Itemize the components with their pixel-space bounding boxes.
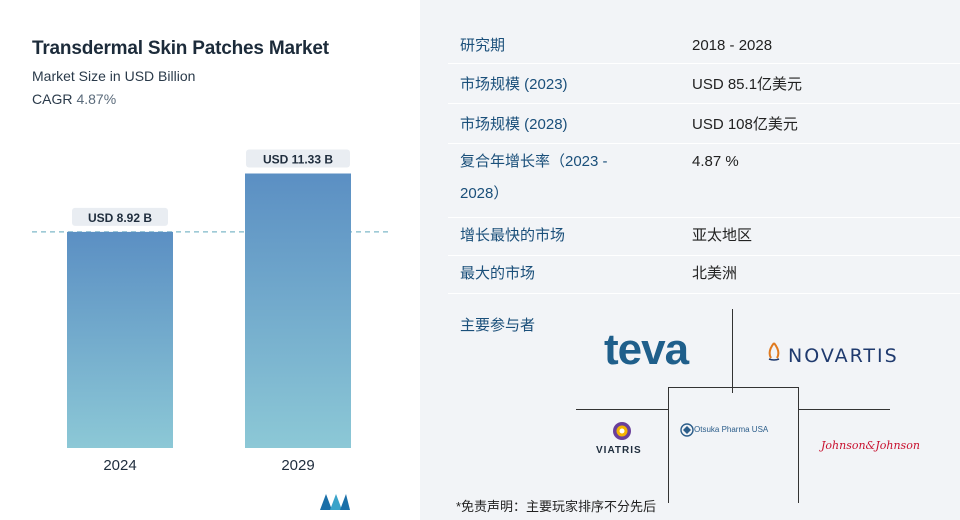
johnson-johnson-logo: Johnson&Johnson: [821, 439, 920, 452]
viatris-mark-icon: [613, 422, 631, 440]
cagr-value: 4.87%: [76, 91, 117, 107]
info-value: USD 108亿美元: [692, 116, 798, 133]
cagr-line: CAGR 4.87%: [32, 91, 116, 107]
info-key: 市场规模 (2023): [460, 76, 568, 93]
grid-divider: [668, 387, 798, 388]
info-row-market-size-2023: 市场规模 (2023) USD 85.1亿美元: [448, 66, 960, 104]
info-value: USD 85.1亿美元: [692, 76, 803, 93]
info-row-cagr: 复合年增长率（2023 - 2028） 4.87 %: [448, 146, 960, 218]
info-row-market-size-2028: 市场规模 (2028) USD 108亿美元: [448, 106, 960, 144]
disclaimer: *免责声明：主要玩家排序不分先后: [456, 499, 657, 514]
info-key: 市场规模 (2028): [460, 116, 568, 133]
data-label: USD 8.92 B: [88, 211, 152, 225]
x-tick-label: 2024: [103, 457, 136, 474]
bar-chart: USD 8.92 B 2024 USD 11.33 B 2029: [32, 149, 390, 474]
info-key-line1: 复合年增长率（2023 -: [460, 153, 608, 170]
info-key: 研究期: [460, 37, 506, 54]
info-key-line2: 2028）: [460, 185, 509, 202]
info-key: 最大的市场: [460, 265, 536, 282]
info-row-largest-market: 最大的市场 北美洲: [448, 258, 960, 294]
info-key: 增长最快的市场: [460, 227, 566, 244]
x-tick-label: 2029: [281, 457, 314, 474]
key-players-label: 主要参与者: [460, 317, 536, 334]
info-row-study-period: 研究期 2018 - 2028: [448, 28, 960, 64]
info-panel: 研究期 2018 - 2028 市场规模 (2023) USD 85.1亿美元 …: [420, 0, 960, 520]
teva-logo: teva: [604, 325, 689, 374]
grid-divider: [732, 309, 733, 393]
novartis-flame-icon: [768, 342, 780, 361]
otsuka-mark-icon: [680, 423, 694, 437]
viatris-logo: VIATRIS: [596, 445, 642, 456]
mordor-logo-icon: [320, 494, 350, 510]
data-label-bg: [246, 149, 350, 168]
info-value: 北美洲: [692, 265, 738, 282]
cagr-label: CAGR: [32, 91, 73, 107]
bar-2024: [67, 231, 173, 448]
info-row-fastest-market: 增长最快的市场 亚太地区: [448, 220, 960, 256]
key-players-grid: teva NOVARTIS VIATRIS Otsuka Pharma USA …: [576, 305, 960, 505]
novartis-logo: NOVARTIS: [788, 345, 899, 367]
info-value: 亚太地区: [692, 227, 753, 244]
data-label: USD 11.33 B: [263, 153, 333, 167]
data-label-bg: [72, 207, 168, 226]
grid-divider: [668, 387, 669, 503]
grid-divider: [798, 387, 799, 503]
grid-divider: [798, 409, 890, 410]
chart-title: Transdermal Skin Patches Market: [32, 38, 329, 59]
chart-panel: Transdermal Skin Patches Market Market S…: [0, 0, 420, 520]
bar-2029: [245, 173, 351, 449]
otsuka-logo: Otsuka Pharma USA: [694, 425, 769, 434]
grid-divider: [576, 409, 668, 410]
info-value: 2018 - 2028: [692, 37, 773, 54]
chart-subtitle: Market Size in USD Billion: [32, 68, 196, 84]
info-value: 4.87 %: [692, 153, 739, 170]
